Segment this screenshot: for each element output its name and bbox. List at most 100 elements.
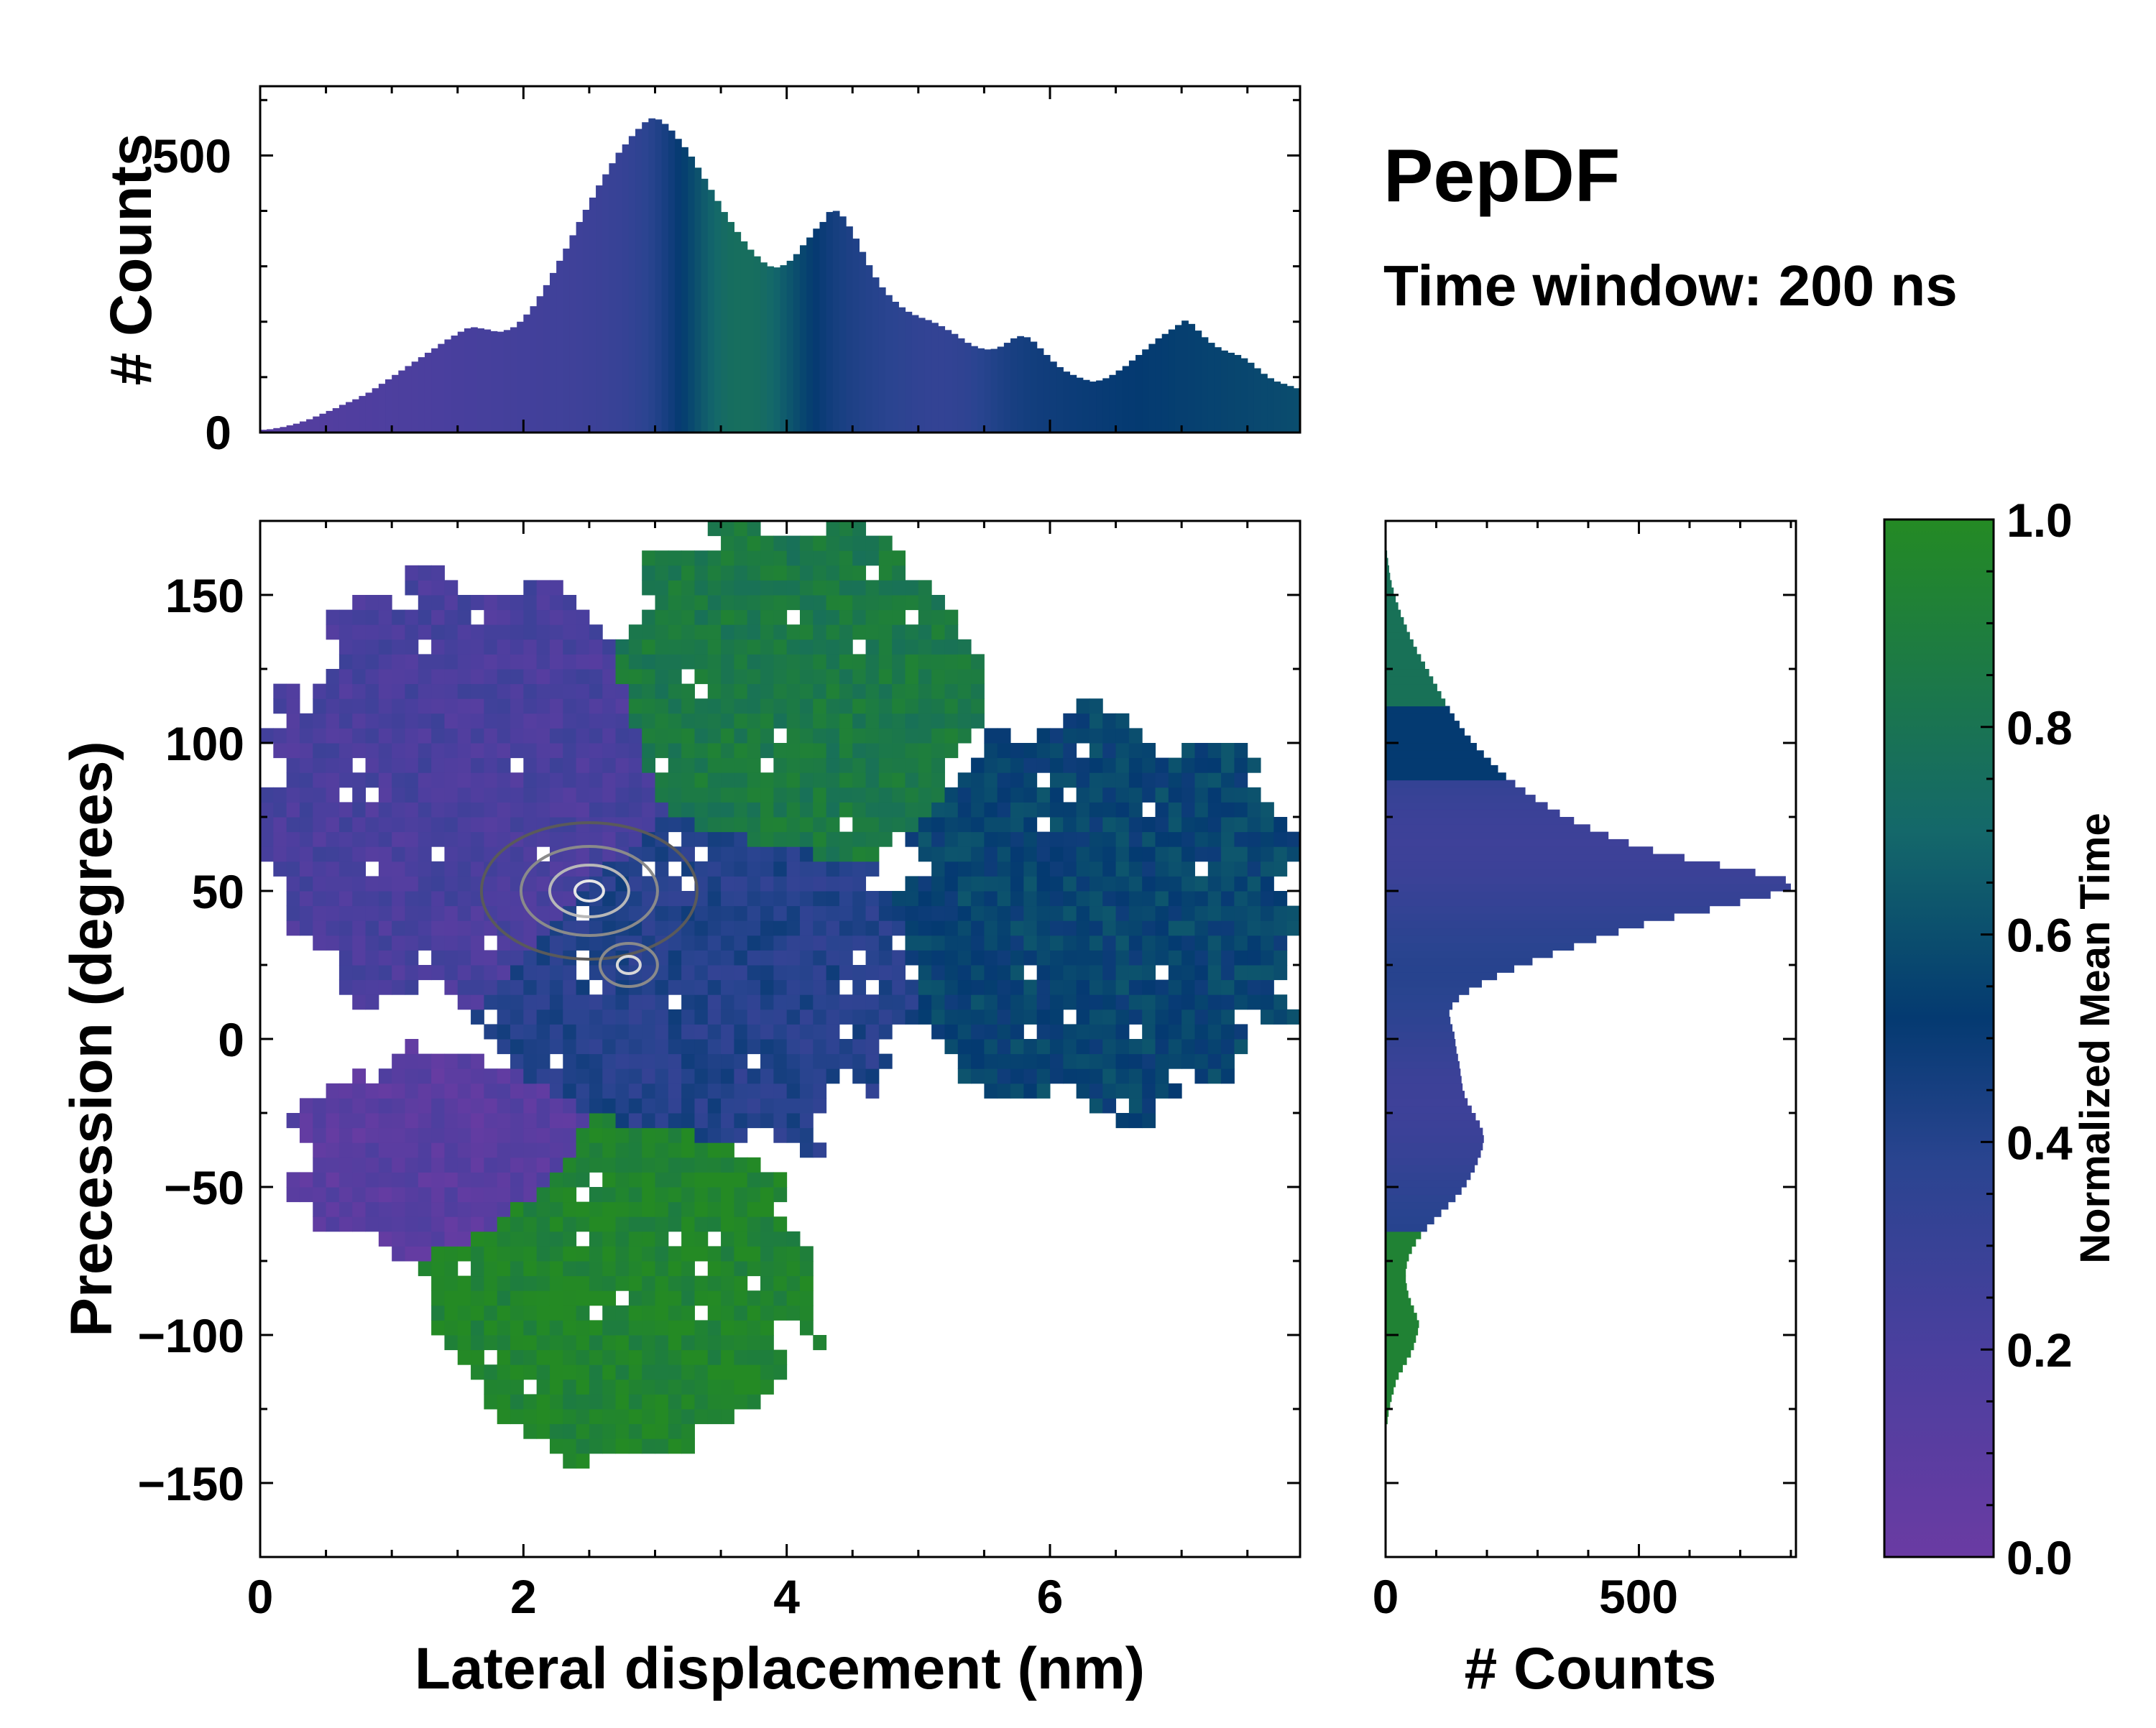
heatmap-cell [602, 1201, 617, 1217]
heatmap-cell [826, 669, 840, 685]
heatmap-cell [799, 861, 814, 877]
density-contour [479, 821, 699, 961]
top-histogram-bar [1366, 408, 1373, 433]
heatmap-cell [536, 580, 550, 596]
colorbar-ticks [1981, 518, 1994, 1558]
heatmap-cell [878, 831, 893, 847]
heatmap-cell [352, 698, 367, 714]
heatmap-cell [392, 817, 405, 833]
heatmap-cell [1142, 994, 1156, 1010]
top-histogram-bar [1307, 394, 1314, 433]
heatmap-cell [471, 994, 484, 1010]
heatmap-cell [839, 550, 853, 566]
top-histogram-bar [1056, 366, 1064, 433]
right-histogram-bar [1386, 1342, 1414, 1351]
heatmap-cell [471, 1231, 484, 1247]
right-histogram-bar [1386, 905, 1710, 914]
heatmap-cell [681, 565, 695, 581]
heatmap-cell [365, 1157, 379, 1173]
heatmap-cell [497, 1246, 511, 1262]
heatmap-cell [944, 1039, 959, 1055]
heatmap-cell [352, 994, 367, 1010]
heatmap-cell [457, 1335, 471, 1351]
heatmap-cell [365, 994, 379, 1010]
heatmap-cell [484, 1187, 498, 1203]
top-histogram-bar [780, 265, 788, 433]
heatmap-cell [471, 1290, 484, 1306]
heatmap-cell [852, 698, 867, 714]
heatmap-cell [260, 787, 274, 803]
heatmap-cell [971, 861, 985, 877]
heatmap-cell [892, 669, 906, 685]
heatmap-cell [1115, 772, 1130, 788]
heatmap-cell [1049, 979, 1064, 995]
colorbar-tick-label: 0.0 [2007, 1531, 2073, 1584]
heatmap-cell [589, 1113, 603, 1129]
heatmap-cell [497, 935, 511, 951]
heatmap-cell [905, 713, 919, 729]
heatmap-cell [694, 609, 709, 625]
heatmap-cell [642, 1157, 655, 1173]
heatmap-cell [721, 1305, 734, 1321]
top-histogram-bar [260, 430, 267, 433]
heatmap-cell [957, 802, 972, 818]
heatmap-cell [852, 1053, 867, 1069]
heatmap-cell [1128, 1009, 1143, 1025]
heatmap-cell [1023, 743, 1038, 759]
heatmap-cell [918, 728, 932, 744]
heatmap-cell [786, 787, 801, 803]
heatmap-cell [326, 1127, 340, 1143]
heatmap-cell [852, 965, 867, 981]
heatmap-cell [786, 713, 801, 729]
heatmap-cell [418, 891, 432, 907]
heatmap-cell [576, 1335, 590, 1351]
right-histogram-bar [1386, 1098, 1468, 1106]
right-histogram-bar [1386, 580, 1392, 588]
heatmap-cell [721, 1187, 734, 1203]
heatmap-cell [510, 624, 524, 640]
top-histogram-bar [1333, 402, 1340, 433]
heatmap-cell [484, 1246, 498, 1262]
heatmap-cell [576, 639, 590, 655]
heatmap-cell [642, 1068, 655, 1084]
heatmap-cell [444, 595, 459, 611]
heatmap-cell [392, 772, 405, 788]
heatmap-cell [826, 772, 840, 788]
heatmap-cell [668, 1290, 682, 1306]
heatmap-cell [405, 1039, 419, 1055]
heatmap-cell [786, 1053, 801, 1069]
top-histogram-bar [872, 277, 880, 433]
heatmap-cell [471, 698, 484, 714]
heatmap-cell [1089, 876, 1103, 892]
heatmap-cell [405, 876, 419, 892]
heatmap-cell [865, 1024, 880, 1040]
heatmap-cell [1010, 787, 1024, 803]
heatmap-ticks [259, 519, 1300, 1558]
right-histogram-bar [1386, 1201, 1449, 1210]
top-histogram-bar [457, 331, 465, 433]
heatmap-cell [497, 891, 511, 907]
heatmap-cell [497, 609, 511, 625]
heatmap-cell [576, 1275, 590, 1291]
heatmap-cell [747, 550, 761, 566]
heatmap-cell [957, 683, 972, 699]
heatmap-cell [484, 728, 498, 744]
heatmap-cell [799, 1142, 814, 1158]
heatmap-cell [313, 920, 327, 936]
heatmap-cell [1010, 1083, 1024, 1099]
heatmap-cell [484, 1172, 498, 1188]
heatmap-cell [431, 595, 445, 611]
top-histogram-bar [536, 296, 544, 433]
heatmap-cell [1115, 743, 1130, 759]
heatmap-cell [1049, 743, 1064, 759]
heatmap-cell [326, 787, 340, 803]
heatmap-cell [826, 595, 840, 611]
heatmap-cell [536, 876, 550, 892]
heatmap-cell [444, 1127, 459, 1143]
heatmap-cell [365, 639, 379, 655]
heatmap-cell [392, 891, 405, 907]
heatmap-cell [694, 1409, 709, 1425]
heatmap-cell [813, 846, 827, 862]
heatmap-cell [694, 1335, 709, 1351]
heatmap-cell [931, 654, 945, 670]
